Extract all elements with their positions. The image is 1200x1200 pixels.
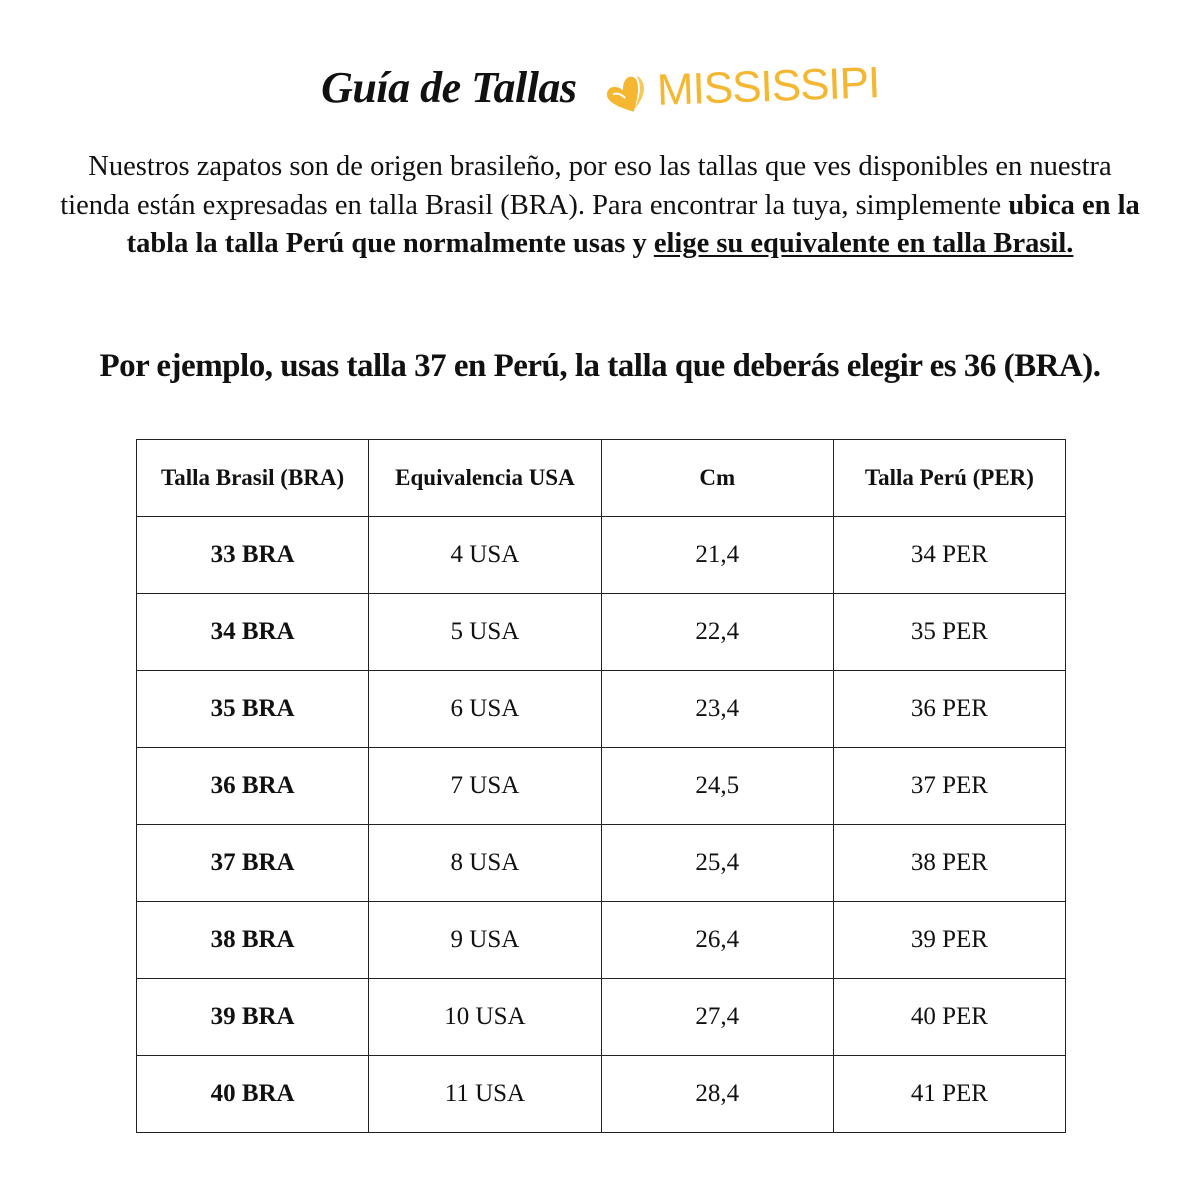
size-table: Talla Brasil (BRA) Equivalencia USA Cm T… [135, 439, 1067, 1133]
cell-peru: 38 PER [832, 824, 1067, 902]
cell-cm: 22,4 [600, 593, 834, 671]
cell-usa: 9 USA [368, 901, 602, 979]
cell-cm: 27,4 [600, 978, 834, 1056]
cell-brasil: 39 BRA [135, 978, 370, 1056]
cell-peru: 36 PER [832, 670, 1067, 748]
cell-brasil: 34 BRA [135, 593, 370, 671]
cell-brasil: 40 BRA [135, 1055, 370, 1133]
cell-brasil: 33 BRA [135, 516, 370, 594]
logo-text: MISSISSIPI [655, 57, 880, 115]
cell-cm: 28,4 [600, 1055, 834, 1133]
cell-usa: 4 USA [368, 516, 602, 594]
cell-usa: 11 USA [368, 1055, 602, 1133]
header-peru: Talla Perú (PER) [832, 439, 1067, 517]
cell-brasil: 35 BRA [135, 670, 370, 748]
cell-peru: 39 PER [832, 901, 1067, 979]
table-row: 34 BRA 5 USA 22,4 35 PER [135, 593, 1067, 671]
cell-cm: 21,4 [600, 516, 834, 594]
table-header-row: Talla Brasil (BRA) Equivalencia USA Cm T… [135, 439, 1067, 517]
cell-peru: 40 PER [832, 978, 1067, 1056]
table-row: 38 BRA 9 USA 26,4 39 PER [135, 901, 1067, 979]
cell-brasil: 38 BRA [135, 901, 370, 979]
header-cm: Cm [600, 439, 834, 517]
table-row: 35 BRA 6 USA 23,4 36 PER [135, 670, 1067, 748]
header: Guía de Tallas MISSISSIPI [0, 58, 1200, 115]
intro-underlined-text: elige su equivalente en talla Brasil. [653, 228, 1074, 259]
table-row: 39 BRA 10 USA 27,4 40 PER [135, 978, 1067, 1056]
cell-cm: 26,4 [600, 901, 834, 979]
cell-cm: 23,4 [600, 670, 834, 748]
table-row: 37 BRA 8 USA 25,4 38 PER [135, 824, 1067, 902]
cell-peru: 35 PER [832, 593, 1067, 671]
intro-paragraph: Nuestros zapatos son de origen brasileño… [60, 148, 1140, 264]
cell-usa: 5 USA [368, 593, 602, 671]
cell-peru: 37 PER [832, 747, 1067, 825]
heart-icon [606, 75, 644, 112]
table-row: 33 BRA 4 USA 21,4 34 PER [135, 516, 1067, 594]
cell-peru: 41 PER [832, 1055, 1067, 1133]
header-usa: Equivalencia USA [368, 439, 602, 517]
cell-usa: 8 USA [368, 824, 602, 902]
cell-brasil: 36 BRA [135, 747, 370, 825]
cell-brasil: 37 BRA [135, 824, 370, 902]
cell-peru: 34 PER [832, 516, 1067, 594]
intro-text: Nuestros zapatos son de origen brasileño… [60, 151, 1112, 221]
table-row: 36 BRA 7 USA 24,5 37 PER [135, 747, 1067, 825]
cell-usa: 7 USA [368, 747, 602, 825]
cell-usa: 6 USA [368, 670, 602, 748]
example-text: Por ejemplo, usas talla 37 en Perú, la t… [99, 348, 1101, 384]
table-row: 40 BRA 11 USA 28,4 41 PER [135, 1055, 1067, 1133]
brand-logo: MISSISSIPI [602, 58, 880, 118]
cell-usa: 10 USA [368, 978, 602, 1056]
cell-cm: 24,5 [600, 747, 834, 825]
header-brasil: Talla Brasil (BRA) [135, 439, 370, 517]
page-title: Guía de Tallas [321, 63, 577, 112]
cell-cm: 25,4 [600, 824, 834, 902]
intro-bold-text: ubica en la tabla la talla Perú que norm… [126, 189, 1140, 260]
